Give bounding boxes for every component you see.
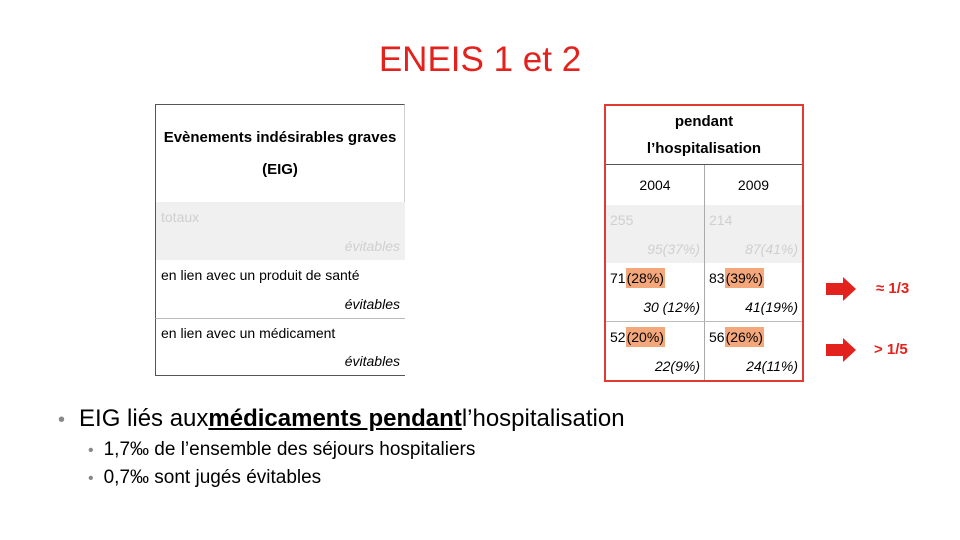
cell: 41(19%)	[704, 292, 802, 321]
bullet-sub-2: • 0,7‰ sont jugés évitables	[88, 467, 625, 489]
highlight-percent: (28%)	[625, 267, 665, 288]
row-sublabel: évitables	[344, 353, 400, 369]
row-label: en lien avec un médicament	[161, 325, 336, 341]
bullet-text-emphasis: médicaments pendant	[208, 405, 462, 432]
bullet-dot: •	[88, 442, 94, 459]
value: 71	[610, 269, 626, 286]
row-totaux-evitables: évitables	[155, 231, 405, 260]
value-row-totaux-evitables: 95(37%) 87(41%)	[606, 234, 802, 263]
value-row-medicament-evitables: 22(9%) 24(11%)	[606, 351, 802, 380]
value-row-medicament: 52 (20%) 56 (26%)	[606, 321, 802, 351]
highlight-percent: (20%)	[625, 326, 665, 347]
year-2004: 2004	[639, 177, 671, 193]
bullet-sub-text: 0,7‰ sont jugés évitables	[103, 467, 322, 488]
value: 52	[610, 328, 626, 345]
value-row-totaux: 255 214	[606, 205, 802, 234]
value: 24(11%)	[746, 357, 798, 374]
cell: 87(41%)	[704, 234, 802, 263]
row-label: en lien avec un produit de santé	[161, 266, 360, 283]
bullet-sub-1: • 1,7‰ de l’ensemble des séjours hospita…	[88, 439, 625, 461]
value-row-produit-sante-evitables: 30 (12%) 41(19%)	[606, 292, 802, 321]
bullet-text-post: l’hospitalisation	[461, 405, 625, 432]
row-produit-sante: en lien avec un produit de santé	[155, 260, 405, 289]
eig-table-header: Evènements indésirables graves (EIG)	[155, 104, 405, 202]
value-row-produit-sante: 71 (28%) 83 (39%)	[606, 263, 802, 292]
hospitalisation-header: pendant l’hospitalisation	[606, 106, 802, 165]
value: 41(19%)	[745, 298, 798, 315]
row-sublabel: évitables	[344, 237, 400, 254]
cell: 56 (26%)	[704, 322, 802, 351]
value: 255	[610, 211, 634, 228]
highlight-percent: (39%)	[724, 267, 764, 288]
cell: 95(37%)	[606, 234, 704, 263]
cell: 214	[704, 205, 802, 234]
value: 95(37%)	[647, 240, 700, 257]
cell: 30 (12%)	[606, 292, 704, 321]
hospitalisation-table: pendant l’hospitalisation 2004 2009 255 …	[604, 104, 804, 382]
year-2009: 2009	[704, 165, 802, 205]
years-row: 2004 2009	[606, 165, 802, 205]
bullet-sub-text: 1,7‰ de l’ensemble des séjours hospitali…	[103, 439, 476, 460]
value: 214	[709, 211, 733, 228]
right-arrow-icon	[826, 338, 856, 362]
value: 56	[709, 328, 725, 345]
cell: 52 (20%)	[606, 322, 704, 351]
row-medicament-evitables: évitables	[155, 347, 405, 376]
ratio-label-produit: ≈ 1/3	[876, 280, 910, 297]
cell: 24(11%)	[704, 351, 802, 380]
cell: 71 (28%)	[606, 263, 704, 292]
value: 83	[709, 269, 725, 286]
row-label: totaux	[161, 208, 200, 225]
value: 30 (12%)	[643, 298, 700, 315]
right-arrow-icon	[826, 277, 856, 301]
bullet-text-pre: EIG liés aux	[79, 405, 209, 432]
row-sublabel: évitables	[344, 295, 400, 312]
header-line-1: pendant	[674, 113, 734, 130]
eig-label-table: Evènements indésirables graves (EIG) tot…	[155, 104, 405, 376]
bullet-dot: •	[58, 409, 66, 431]
value: 22(9%)	[654, 357, 700, 374]
bullet-main: • EIG liés aux médicaments pendant l’hos…	[58, 405, 625, 433]
cell: 22(9%)	[606, 351, 704, 380]
value: 87(41%)	[745, 240, 798, 257]
header-line-2: l’hospitalisation	[646, 140, 762, 157]
bullet-list: • EIG liés aux médicaments pendant l’hos…	[58, 405, 625, 489]
ratio-label-medicament: > 1/5	[874, 341, 908, 358]
cell: 255	[606, 205, 704, 234]
bullet-dot: •	[88, 470, 94, 487]
row-medicament: en lien avec un médicament	[155, 318, 405, 347]
highlight-percent: (26%)	[724, 326, 764, 347]
slide-title: ENEIS 1 et 2	[378, 40, 582, 79]
cell: 83 (39%)	[704, 263, 802, 292]
row-produit-sante-evitables: évitables	[155, 289, 405, 318]
row-totaux: totaux	[155, 202, 405, 231]
